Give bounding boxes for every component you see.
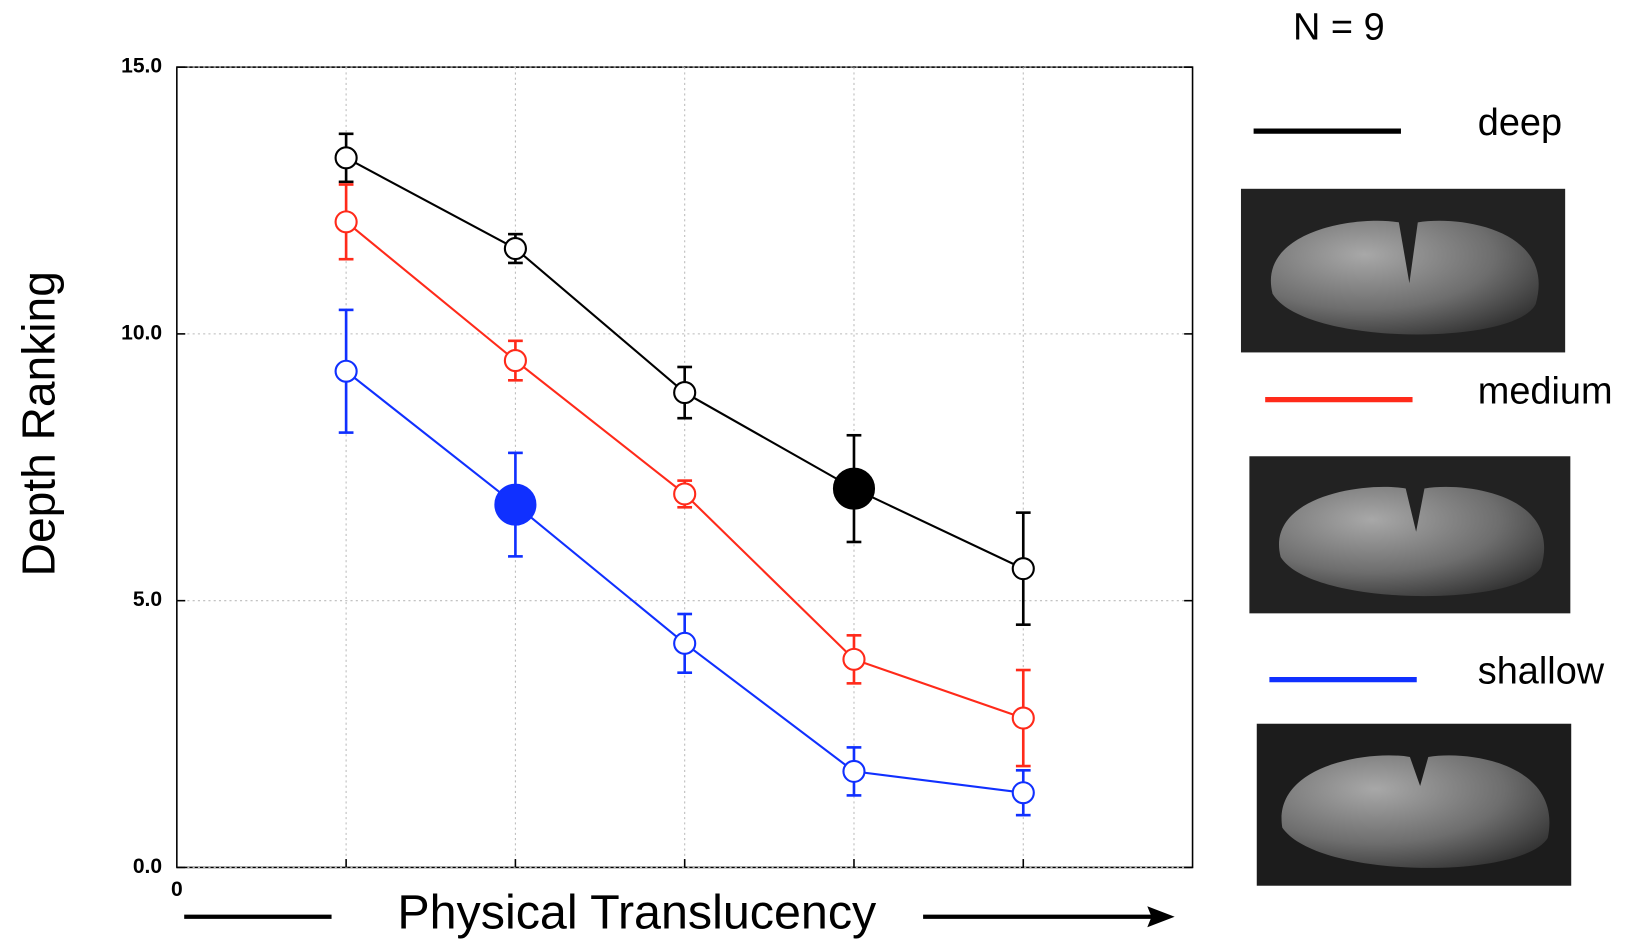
thumbnails bbox=[1241, 189, 1571, 886]
data-point bbox=[505, 350, 526, 371]
data-point bbox=[674, 633, 695, 654]
data-point bbox=[336, 147, 357, 168]
data-point bbox=[834, 469, 874, 509]
legend-label: shallow bbox=[1478, 650, 1605, 692]
data-point bbox=[674, 382, 695, 403]
data-point bbox=[1013, 708, 1034, 729]
y-tick-label: 15.0 bbox=[121, 55, 162, 78]
annotation: N = 9 bbox=[1293, 6, 1385, 48]
shape-image bbox=[1257, 724, 1571, 886]
y-axis-label: Depth Ranking bbox=[12, 271, 64, 576]
y-tick-label: 10.0 bbox=[121, 321, 162, 344]
legend-label: medium bbox=[1478, 370, 1613, 412]
y-tick-label: 0.0 bbox=[133, 855, 162, 878]
y-tick-label: 5.0 bbox=[133, 588, 162, 611]
data-point bbox=[674, 483, 695, 504]
data-point bbox=[1013, 558, 1034, 579]
data-point bbox=[495, 485, 535, 525]
legend-label: deep bbox=[1478, 102, 1562, 144]
data-point bbox=[1013, 782, 1034, 803]
data-point bbox=[336, 361, 357, 382]
chart: Depth Ranking Physical Translucency N = … bbox=[0, 0, 1642, 944]
data-point bbox=[505, 238, 526, 259]
x-axis-label: Physical Translucency bbox=[397, 885, 877, 939]
data-point bbox=[843, 761, 864, 782]
x-tick-label: 0 bbox=[171, 878, 183, 901]
shape-image bbox=[1249, 456, 1570, 613]
data-point bbox=[843, 649, 864, 670]
data-point bbox=[336, 211, 357, 232]
shape-image bbox=[1241, 189, 1565, 353]
